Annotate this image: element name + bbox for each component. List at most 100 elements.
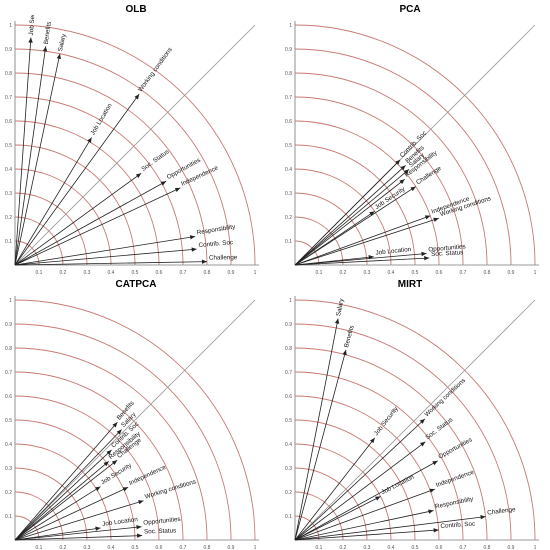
arrowhead-contrib-soc (433, 528, 439, 533)
x-tick-label: 0.4 (388, 270, 395, 275)
x-tick-label: 0.4 (108, 545, 115, 550)
vector-opportunities (14, 180, 167, 266)
y-tick-label: 0.1 (285, 239, 292, 245)
arrowhead-job-security (28, 37, 33, 43)
vector-challenge (14, 459, 118, 541)
vector-challenge (294, 186, 416, 266)
x-tick-label: 0.6 (436, 545, 443, 550)
vector-responsibility (14, 461, 110, 541)
vector-soc-status (294, 441, 426, 541)
arrowhead-job-location (95, 526, 101, 531)
y-tick-label: 0.8 (285, 71, 292, 77)
y-tick-label: 1 (289, 23, 292, 29)
arrowhead-working-conditions (138, 500, 144, 505)
y-tick-label: 0.4 (285, 442, 292, 448)
vector-working-conditions (14, 93, 140, 266)
arrowhead-salary (334, 318, 340, 324)
x-tick-label: 0.4 (108, 270, 115, 275)
arrowhead-opportunities (432, 460, 438, 466)
arrowhead-salary (56, 53, 62, 60)
vector-independence (14, 486, 129, 541)
vector-working-conditions (294, 418, 426, 541)
vector-independence (294, 488, 435, 541)
vector-job-location (14, 527, 101, 541)
y-tick-label: 0.2 (5, 490, 12, 496)
arrowhead-job-security (95, 486, 101, 492)
x-tick-label: 1 (254, 270, 257, 275)
y-tick-label: 0.9 (5, 322, 12, 328)
vector-label-job-location: Job Location (89, 102, 114, 137)
y-tick-label: 0.5 (285, 143, 292, 149)
x-tick-label: 0.2 (340, 270, 347, 275)
arrowhead-independence (174, 187, 181, 193)
x-tick-label: 0.7 (460, 545, 467, 550)
diagonal-line (294, 299, 536, 541)
arrowhead-independence (122, 487, 129, 492)
arrowhead-challenge (410, 186, 416, 192)
arrowhead-opportunities (160, 181, 167, 186)
vector-challenge (294, 516, 486, 541)
vector-opportunities (294, 253, 427, 266)
panel-title-olb: OLB (125, 4, 147, 15)
vector-salary (14, 429, 122, 541)
y-tick-label: 0.3 (285, 466, 292, 472)
vector-independence (294, 215, 431, 266)
y-tick-label: 0.1 (5, 239, 12, 245)
arrowhead-soc-status (135, 173, 142, 179)
arrowhead-contrib-soc (106, 449, 112, 455)
vector-independence (14, 187, 181, 266)
olb-chart: 0.1 0.1 0.2 0.2 0.3 0.3 0.4 0.4 0.5 0.5 0.6 0.6 0.7 0… (5, 15, 259, 275)
vector-contrib-soc (14, 248, 197, 266)
arrowhead-job-security (369, 211, 375, 216)
y-tick-label: 1 (289, 298, 292, 304)
y-tick-label: 0.8 (5, 71, 12, 77)
vector-label-responsibility: Responsibility (434, 495, 474, 510)
x-tick-label: 0.2 (60, 270, 67, 275)
y-tick-label: 0.6 (285, 119, 292, 125)
x-tick-label: 0.2 (340, 545, 347, 550)
vector-label-benefits: Benefits (343, 325, 356, 349)
arrowhead-responsibility (428, 509, 434, 514)
x-tick-label: 0.5 (412, 545, 419, 550)
x-tick-label: 0.1 (316, 270, 323, 275)
y-tick-label: 0.4 (5, 442, 12, 448)
y-tick-label: 0.9 (5, 47, 12, 53)
arrowhead-salary (116, 429, 122, 435)
vector-responsibility (294, 178, 405, 266)
y-tick-label: 0.5 (5, 418, 12, 424)
x-tick-label: 0.1 (36, 545, 43, 550)
x-tick-label: 0.8 (484, 270, 491, 275)
x-tick-label: 0.5 (412, 270, 419, 275)
y-tick-label: 0.3 (5, 466, 12, 472)
diagonal-line (14, 24, 256, 266)
x-tick-label: 0.3 (364, 545, 371, 550)
vector-label-opportunities: Opportunities (143, 516, 181, 527)
vector-job-location (294, 496, 381, 541)
arrowhead-contrib-soc (395, 159, 401, 165)
x-tick-label: 0.6 (156, 270, 163, 275)
vector-salary (294, 169, 410, 266)
arrowhead-working-conditions (433, 217, 439, 222)
y-tick-label: 0.3 (285, 191, 292, 197)
x-tick-label: 0.4 (388, 545, 395, 550)
vector-label-responsibility: Responsibility (196, 223, 236, 236)
x-tick-label: 0.6 (436, 270, 443, 275)
vector-label-job-security: Job Security (28, 15, 37, 36)
vector-job-location (14, 137, 92, 266)
x-tick-label: 0.8 (204, 545, 211, 550)
y-tick-label: 0.2 (285, 215, 292, 221)
vector-label-soc-status: Soc. Status (140, 148, 170, 173)
y-tick-label: 0.4 (285, 167, 292, 173)
arrowhead-benefits (342, 349, 347, 356)
arrowhead-independence (424, 215, 431, 220)
vector-salary (294, 318, 339, 541)
arrowhead-challenge (480, 515, 486, 520)
vector-label-opportunities: Opportunities (428, 243, 466, 253)
vector-label-job-location: Job Location (102, 516, 139, 528)
x-tick-label: 0.6 (156, 545, 163, 550)
arrowhead-opportunities (421, 251, 427, 257)
arrowhead-responsibility (399, 179, 405, 185)
arrowhead-benefits (42, 46, 48, 52)
pca-chart: 0.1 0.1 0.2 0.2 0.3 0.3 0.4 0.4 0.5 0.5 0.6 0.6 0.7 0… (285, 21, 539, 275)
